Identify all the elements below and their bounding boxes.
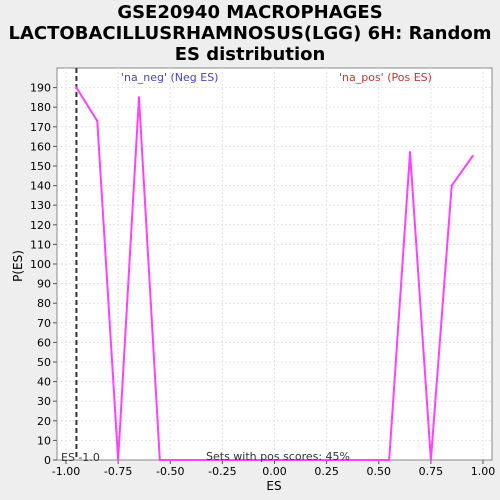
data-point [387,458,391,462]
x-tick-label: -0.25 [208,465,236,478]
y-tick-label: 130 [30,199,51,212]
y-axis: 0 10 20 30 40 50 60 70 80 90 100 110 120 130 140 150 160… [30,82,57,467]
y-tick-label: 150 [30,160,51,173]
chart-title-line-2: LACTOBACILLUSRHAMNOSUS(LGG) 6H: Random [9,23,492,44]
data-point [408,151,412,154]
x-tick-label: -1.00 [52,465,80,478]
chart-title-line-3: ES distribution [175,44,326,65]
y-tick-label: 80 [37,297,51,310]
chart-title-line-1: GSE20940 MACROPHAGES [117,2,382,23]
y-tick-label: 50 [37,356,51,369]
y-tick-label: 190 [30,82,51,95]
y-tick-label: 100 [30,258,51,271]
data-point [471,155,474,158]
data-point [429,458,433,462]
y-tick-label: 180 [30,101,51,114]
y-tick-label: 120 [30,219,51,232]
data-point [450,184,453,187]
y-tick-label: 110 [30,238,51,251]
es-marker-label: ES -1.0 [61,451,100,464]
x-tick-label: 0.75 [419,465,444,478]
y-tick-label: 20 [37,415,51,428]
x-axis-label: ES [266,479,281,493]
y-tick-label: 30 [37,395,51,408]
y-tick-label: 40 [37,376,51,389]
y-tick-label: 160 [30,140,51,153]
data-point [96,119,99,123]
pos-scores-label: Sets with pos scores: 45% [206,450,350,463]
x-tick-label: 0.00 [262,465,287,478]
y-tick-label: 170 [30,121,51,134]
data-point [137,96,141,99]
x-tick-label: 0.25 [314,465,339,478]
x-tick-label: 0.50 [367,465,392,478]
data-point [116,458,120,462]
x-axis: -1.00 -0.75 -0.50 -0.25 0.00 0.25 0.50 0.75 1.00 [52,460,495,478]
neg-es-label: 'na_neg' (Neg ES) [121,71,218,84]
data-point [367,458,370,462]
x-tick-label: -0.75 [104,465,132,478]
y-tick-label: 0 [44,454,51,467]
y-tick-label: 140 [30,180,51,193]
x-tick-label: -0.50 [156,465,184,478]
y-tick-label: 90 [37,278,51,291]
y-tick-label: 60 [37,336,51,349]
data-point [158,458,162,462]
data-point [75,86,78,89]
y-tick-label: 10 [37,434,51,447]
y-tick-label: 70 [37,317,51,330]
pos-es-label: 'na_pos' (Pos ES) [339,71,432,84]
series-group [75,68,474,462]
x-tick-label: 1.00 [471,465,496,478]
grid [57,68,492,460]
y-axis-label: P(ES) [11,250,25,282]
